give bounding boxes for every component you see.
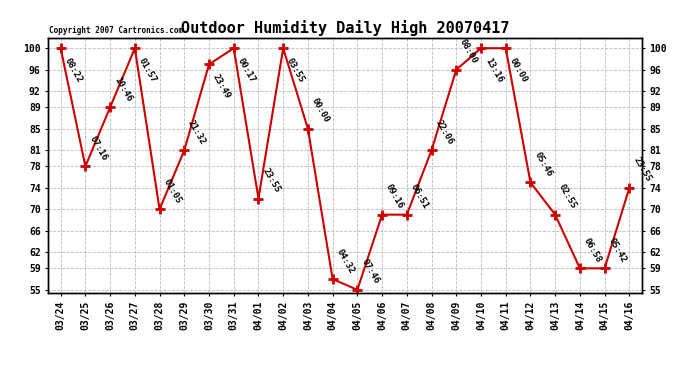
Title: Outdoor Humidity Daily High 20070417: Outdoor Humidity Daily High 20070417 xyxy=(181,20,509,36)
Text: 03:55: 03:55 xyxy=(285,56,306,84)
Text: 23:49: 23:49 xyxy=(211,72,233,100)
Text: 23:55: 23:55 xyxy=(631,156,653,183)
Text: Copyright 2007 Cartronics.com: Copyright 2007 Cartronics.com xyxy=(50,26,184,35)
Text: 21:32: 21:32 xyxy=(186,118,208,146)
Text: 01:57: 01:57 xyxy=(137,56,158,84)
Text: 01:05: 01:05 xyxy=(161,177,183,205)
Text: 13:16: 13:16 xyxy=(483,56,504,84)
Text: 23:55: 23:55 xyxy=(260,166,282,194)
Text: 08:00: 08:00 xyxy=(458,38,480,65)
Text: 10:46: 10:46 xyxy=(112,75,133,103)
Text: 06:58: 06:58 xyxy=(582,236,603,264)
Text: 06:51: 06:51 xyxy=(408,183,430,210)
Text: 02:55: 02:55 xyxy=(557,183,578,210)
Text: 04:32: 04:32 xyxy=(335,247,356,275)
Text: 08:22: 08:22 xyxy=(63,56,84,84)
Text: 07:46: 07:46 xyxy=(359,258,381,285)
Text: 07:16: 07:16 xyxy=(88,134,108,162)
Text: 00:17: 00:17 xyxy=(236,56,257,84)
Text: 05:42: 05:42 xyxy=(607,236,628,264)
Text: 22:06: 22:06 xyxy=(433,118,455,146)
Text: 00:00: 00:00 xyxy=(310,97,331,124)
Text: 05:46: 05:46 xyxy=(533,150,553,178)
Text: 00:00: 00:00 xyxy=(508,56,529,84)
Text: 09:16: 09:16 xyxy=(384,183,405,210)
